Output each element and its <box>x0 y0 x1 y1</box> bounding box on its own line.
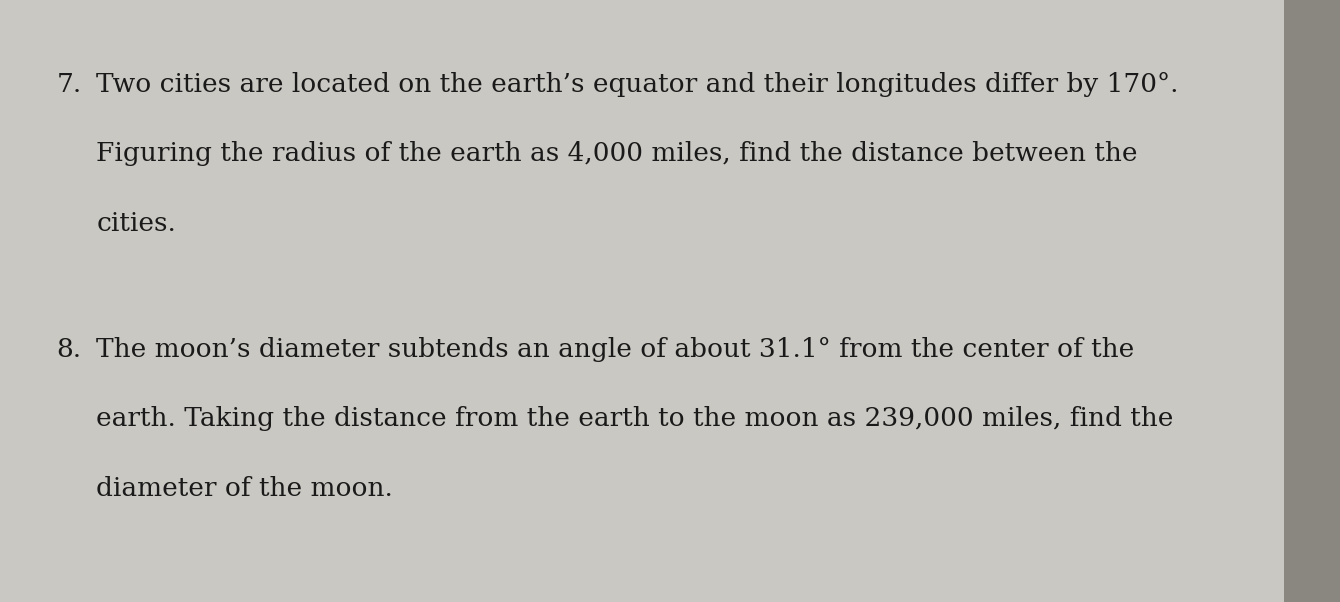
Text: Figuring the radius of the earth as 4,000 miles, find the distance between the: Figuring the radius of the earth as 4,00… <box>96 141 1138 167</box>
Text: 7.: 7. <box>56 72 82 98</box>
Text: The moon’s diameter subtends an angle of about 31.1° from the center of the: The moon’s diameter subtends an angle of… <box>96 337 1135 362</box>
Text: diameter of the moon.: diameter of the moon. <box>96 476 394 501</box>
Text: 8.: 8. <box>56 337 82 362</box>
Text: cities.: cities. <box>96 211 177 236</box>
Text: Two cities are located on the earth’s equator and their longitudes differ by 170: Two cities are located on the earth’s eq… <box>96 72 1179 98</box>
Bar <box>1284 0 1340 602</box>
Text: earth. Taking the distance from the earth to the moon as 239,000 miles, find the: earth. Taking the distance from the eart… <box>96 406 1174 432</box>
